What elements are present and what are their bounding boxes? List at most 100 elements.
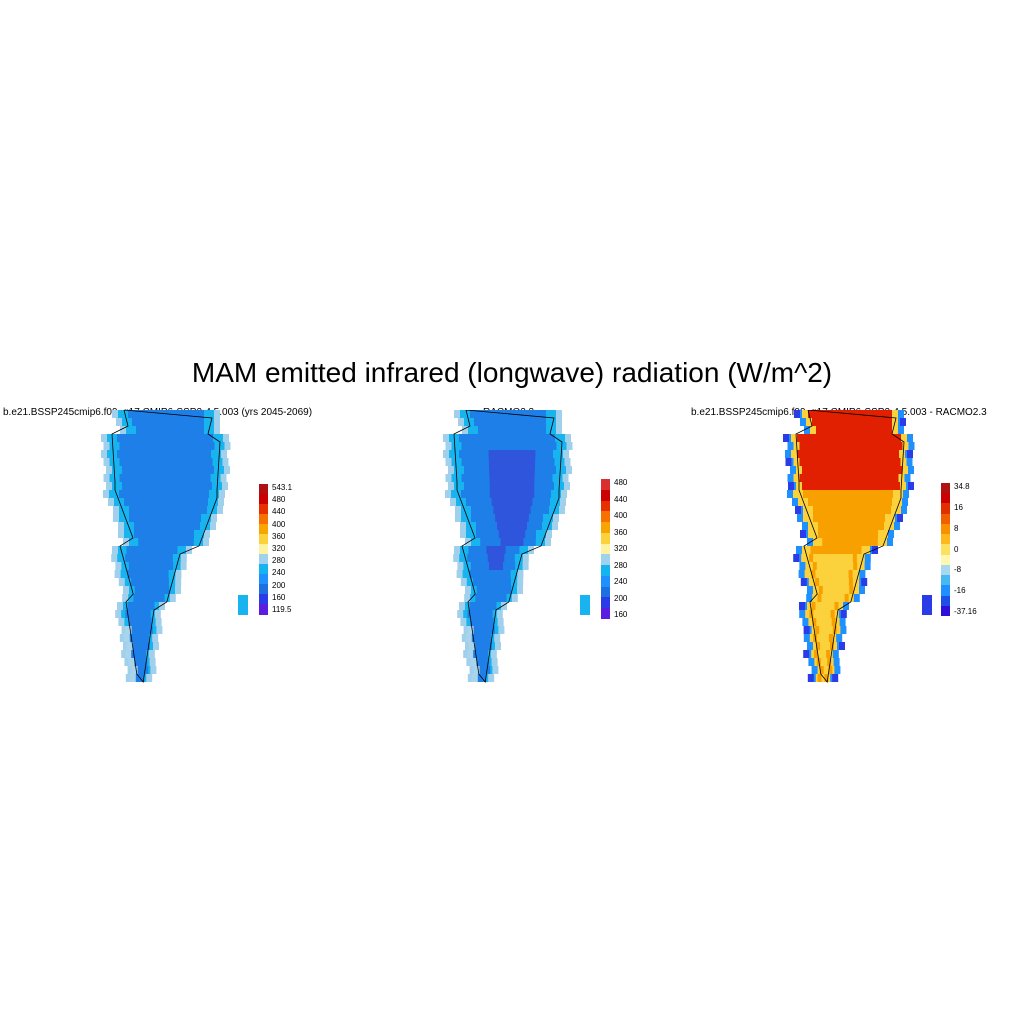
colorbar-swatch xyxy=(941,575,950,586)
map-cell xyxy=(807,674,814,682)
map-cell xyxy=(129,506,207,514)
map-cell xyxy=(132,658,148,666)
map-cell xyxy=(487,554,505,562)
map-cell xyxy=(783,434,789,442)
map-cell xyxy=(133,594,165,602)
colorbar-tick-label: 280 xyxy=(614,560,628,570)
map-cell xyxy=(788,482,794,490)
colorbar-swatch xyxy=(941,554,950,566)
map-cell xyxy=(123,634,130,642)
colorbar-swatch xyxy=(941,595,950,607)
map-cell xyxy=(129,674,136,682)
map-cell xyxy=(469,602,497,610)
map-cell xyxy=(813,554,853,562)
map-cell xyxy=(819,626,833,634)
map-cell xyxy=(817,650,827,658)
map-cell xyxy=(467,650,474,658)
map-cell xyxy=(476,586,512,594)
map-cell xyxy=(238,595,248,615)
colorbar-racmo: 480 440 400 360 320 280 240 200 160 xyxy=(601,479,641,620)
map-cell xyxy=(839,642,845,650)
map-cell xyxy=(469,642,475,650)
map-cell xyxy=(816,618,832,626)
map-cell xyxy=(122,466,214,474)
map-cell xyxy=(134,530,194,538)
colorbar-swatch xyxy=(601,511,610,523)
map-cell xyxy=(491,498,533,506)
colorbar-difference: 34.8 16 8 0 -8 -16 -37.16 xyxy=(941,483,981,617)
colorbar-tick-label: 200 xyxy=(272,580,286,590)
map-cell xyxy=(808,498,892,506)
map-cell xyxy=(473,578,511,586)
map-cell xyxy=(897,514,903,522)
map-cell xyxy=(132,642,150,650)
colorbar-tick-label: 440 xyxy=(614,494,628,504)
colorbar-swatch xyxy=(259,574,268,585)
map-cell xyxy=(812,418,892,426)
map-cell xyxy=(840,610,847,618)
map-cell xyxy=(816,562,854,570)
colorbar-tick-label: 160 xyxy=(272,592,286,602)
map-cell xyxy=(795,506,801,514)
map-cell xyxy=(802,466,902,474)
colorbar-swatch xyxy=(259,494,268,505)
map-cell xyxy=(136,426,204,434)
map-cell xyxy=(131,666,138,674)
colorbar-tick-label: 440 xyxy=(272,507,286,517)
map-cell xyxy=(817,634,829,642)
colorbar-tick-label: -16 xyxy=(954,586,966,596)
colorbar-swatch xyxy=(601,608,610,620)
map-cell xyxy=(785,458,792,466)
coastline xyxy=(111,410,221,683)
colorbar-swatch xyxy=(259,544,268,555)
colorbar-model: 543.1 480 440 400 360 320 280 240 200 160 119.5 xyxy=(259,484,299,615)
map-cell xyxy=(465,634,472,642)
map-cell xyxy=(129,514,201,522)
colorbar-swatch xyxy=(941,605,950,617)
map-cell xyxy=(815,602,835,610)
colorbar-swatch xyxy=(601,543,610,555)
map-difference xyxy=(783,410,932,683)
map-cell xyxy=(797,434,901,442)
map-cell xyxy=(467,626,474,634)
map-cell xyxy=(128,658,135,666)
colorbar-swatch xyxy=(601,479,610,491)
map-cell xyxy=(800,530,806,538)
map-cell xyxy=(907,450,913,458)
map-cell xyxy=(127,570,169,578)
map-cell xyxy=(488,458,536,466)
map-cell xyxy=(459,434,555,442)
map-cell xyxy=(813,506,891,514)
map-cell xyxy=(119,458,213,466)
colorbar-tick-label: 240 xyxy=(272,568,286,578)
map-cell xyxy=(133,674,145,682)
map-cell xyxy=(477,666,491,674)
map-cell xyxy=(125,626,132,634)
colorbar-swatch xyxy=(259,584,268,595)
colorbar-swatch xyxy=(941,493,950,504)
map-cell xyxy=(819,578,849,586)
map-cell xyxy=(119,474,211,482)
colorbar-tick-label: 320 xyxy=(272,544,286,553)
map-cell xyxy=(486,546,506,554)
colorbar-tick-label: 240 xyxy=(614,577,628,586)
greenland-field xyxy=(783,410,932,683)
colorbar-swatch xyxy=(259,564,268,575)
map-cell xyxy=(495,514,529,522)
colorbar-tick-label: -8 xyxy=(954,565,962,575)
map-cell xyxy=(478,426,546,434)
colorbar-tick-label: 400 xyxy=(614,511,628,520)
map-cell xyxy=(129,634,149,642)
map-cell xyxy=(500,538,524,546)
map-cell xyxy=(471,634,491,642)
map-racmo xyxy=(443,410,590,683)
map-cell xyxy=(823,666,829,674)
colorbar-swatch xyxy=(259,534,268,545)
map-cell xyxy=(129,650,147,658)
map-cell xyxy=(125,554,173,562)
map-cell xyxy=(861,578,868,586)
map-cell xyxy=(474,642,492,650)
map-cell xyxy=(832,674,839,682)
map-cell xyxy=(794,410,800,418)
map-cell xyxy=(122,482,212,490)
